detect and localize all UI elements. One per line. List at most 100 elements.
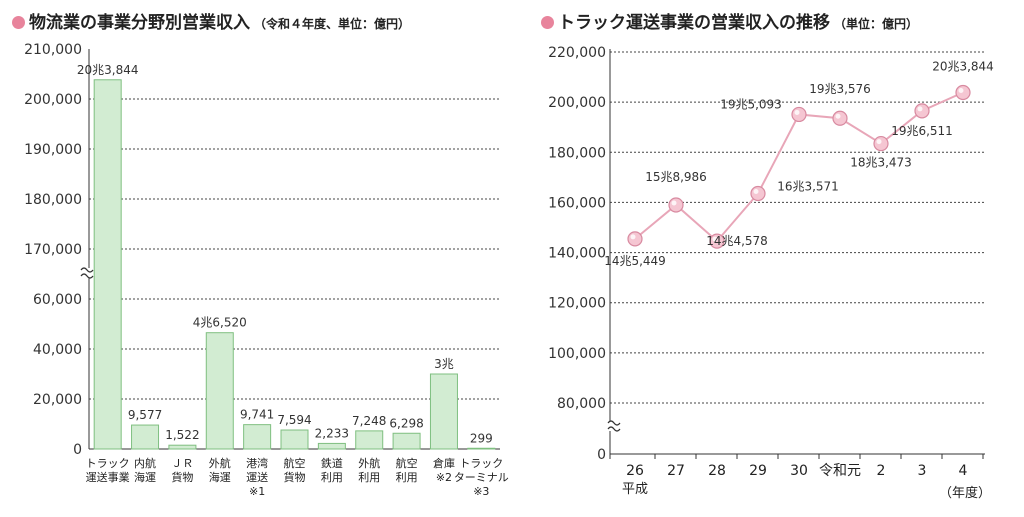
y-tick-label: 200,000 — [24, 92, 82, 108]
category-label: 利用 — [321, 471, 343, 484]
data-point — [627, 231, 643, 247]
x-tick-label: 28 — [708, 463, 726, 479]
left-bar-chart: 0 20,000 40,000 60,000 170,000 180,000 190,000… — [24, 42, 509, 498]
y-tick-label: 220,000 — [548, 45, 606, 61]
bar — [467, 447, 496, 450]
bar-data-label: 1,522 — [165, 428, 199, 442]
right-title-subtitle: （単位：億円） — [834, 17, 919, 31]
point-data-label: 19兆5,093 — [720, 97, 782, 111]
point-data-label: 19兆6,511 — [891, 124, 953, 138]
left-title-subtitle: （令和４年度、単位：億円） — [254, 17, 411, 31]
data-point-highlight — [835, 113, 841, 119]
bullet-dot-icon — [541, 16, 554, 29]
y-tick-label: 0 — [73, 442, 82, 458]
data-point-highlight — [917, 106, 923, 112]
data-point-highlight — [671, 200, 677, 206]
category-label: 貨物 — [284, 470, 306, 484]
y-tick-label: 210,000 — [24, 42, 82, 58]
y-tick-label: 100,000 — [548, 346, 606, 362]
data-point — [750, 185, 766, 202]
category-label: 倉庫 — [433, 456, 455, 470]
bar — [429, 373, 458, 450]
bar-data-label: 9,577 — [128, 408, 162, 422]
point-data-label: 14兆5,449 — [604, 254, 666, 268]
data-point — [791, 106, 807, 123]
bar-data-label: 7,594 — [277, 413, 311, 427]
category-label: ＪＲ — [171, 457, 193, 470]
x-tick-label: 2 — [877, 463, 886, 479]
bar — [392, 432, 421, 450]
y-tick-label: 40,000 — [33, 342, 82, 358]
bar — [168, 444, 197, 450]
data-point-highlight — [958, 88, 964, 94]
category-label: 港湾 — [246, 456, 268, 470]
y-tick-label: 180,000 — [548, 145, 606, 161]
bar — [243, 424, 272, 450]
data-point-highlight — [712, 236, 718, 242]
category-label: ※2 — [436, 471, 452, 484]
x-era-note: 平成 — [622, 482, 648, 497]
bar-data-label: 7,248 — [352, 414, 386, 428]
x-tick-label: 3 — [918, 463, 927, 479]
y-tick-label: 60,000 — [33, 292, 82, 308]
data-point-highlight — [753, 188, 759, 194]
y-tick-label: 0 — [597, 447, 606, 463]
x-tick-label: 26 — [626, 463, 644, 479]
category-label: 貨物 — [171, 470, 193, 484]
bar-data-label: 2,233 — [315, 426, 349, 440]
bar — [355, 430, 384, 450]
category-label: 海運 — [134, 470, 156, 484]
x-unit-note: （年度） — [939, 485, 991, 501]
bar-data-label: 20兆3,844 — [77, 63, 139, 77]
bar-data-label: 9,741 — [240, 408, 274, 422]
category-label: トラック — [459, 457, 503, 470]
point-data-label: 20兆3,844 — [932, 60, 994, 74]
data-point-highlight — [794, 109, 800, 115]
category-label: ※3 — [473, 485, 489, 498]
bar-data-label: 299 — [470, 431, 493, 445]
x-tick-label: 30 — [790, 463, 808, 479]
bar-data-label: 4兆6,520 — [193, 316, 247, 330]
category-label: 利用 — [358, 471, 380, 484]
bar — [131, 424, 160, 450]
category-label: 利用 — [396, 471, 418, 484]
y-tick-label: 190,000 — [24, 142, 82, 158]
y-tick-label: 180,000 — [24, 192, 82, 208]
data-point — [668, 197, 684, 213]
category-label: 内航 — [134, 456, 156, 470]
right-chart-title: トラック運送事業の営業収入の推移 （単位：億円） — [541, 8, 918, 33]
y-tick-label: 20,000 — [33, 392, 82, 408]
data-point-highlight — [876, 139, 882, 145]
y-tick-label: 200,000 — [548, 95, 606, 111]
y-tick-label: 170,000 — [24, 242, 82, 258]
x-tick-label: 27 — [667, 463, 685, 479]
data-point-highlight — [630, 234, 636, 240]
category-label: トラック — [86, 457, 130, 470]
bar — [317, 442, 346, 450]
category-label: 運送事業 — [86, 470, 130, 484]
category-label: ※1 — [249, 485, 265, 498]
category-label: 鉄道 — [321, 456, 343, 470]
y-tick-label: 120,000 — [548, 296, 606, 312]
data-point — [832, 110, 848, 126]
y-tick-label: 140,000 — [548, 246, 606, 262]
x-tick-label: 29 — [749, 463, 767, 479]
y-tick-label: 160,000 — [548, 195, 606, 211]
category-label: 運送 — [246, 470, 268, 484]
left-title-text: 物流業の事業分野別営業収入 — [29, 13, 250, 33]
axis-break-icon — [607, 420, 621, 432]
left-chart-title: 物流業の事業分野別営業収入 （令和４年度、単位：億円） — [12, 8, 410, 33]
right-title-text: トラック運送事業の営業収入の推移 — [558, 13, 830, 33]
category-label: 外航 — [358, 456, 380, 470]
x-tick-label: 令和元 — [819, 463, 861, 479]
bullet-dot-icon — [12, 16, 25, 29]
data-point — [914, 103, 930, 119]
data-point — [873, 135, 889, 152]
bar-data-label: 6,298 — [389, 416, 423, 430]
data-point — [955, 84, 971, 101]
y-tick-label: 80,000 — [557, 396, 606, 412]
point-data-label: 19兆3,576 — [809, 82, 871, 96]
point-data-label: 15兆8,986 — [645, 170, 707, 184]
bar — [280, 429, 309, 450]
